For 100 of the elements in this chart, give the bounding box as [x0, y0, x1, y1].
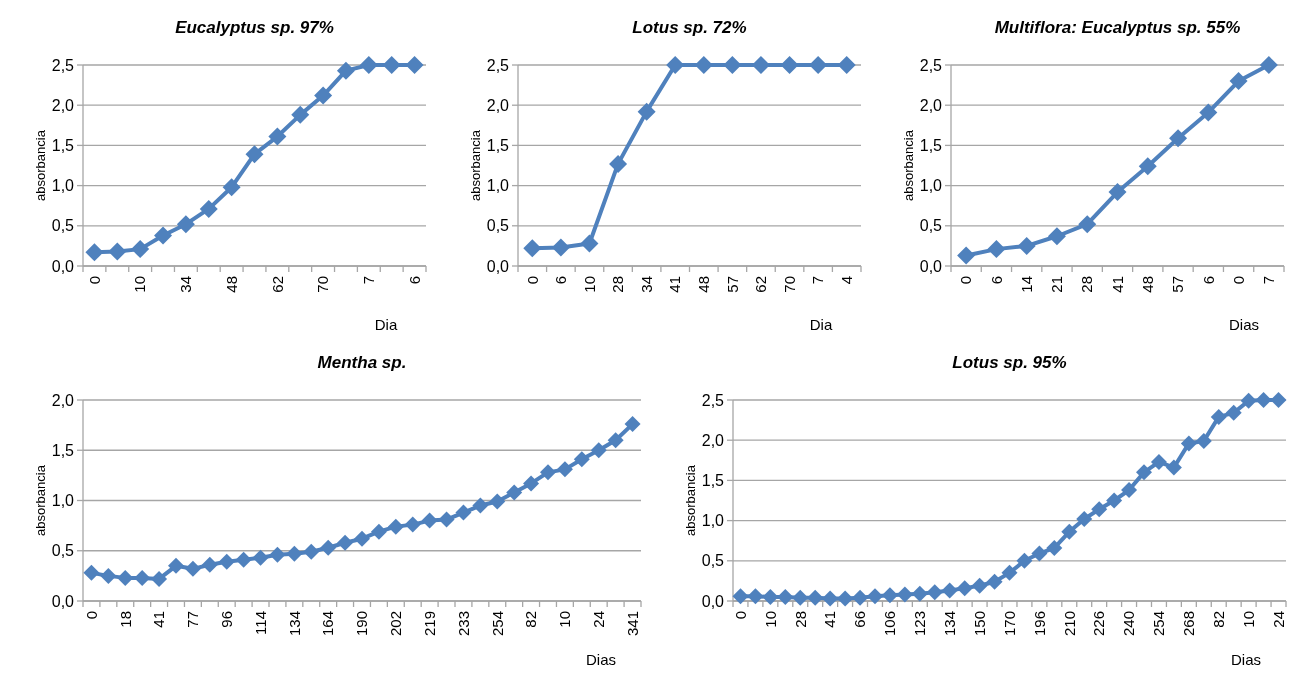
x-tick-label: 28 — [609, 276, 627, 293]
point — [881, 587, 898, 604]
point — [1106, 492, 1123, 509]
point — [957, 246, 976, 265]
x-tick-label: 34 — [637, 276, 655, 293]
y-tick-label: 2,5 — [919, 56, 943, 74]
point — [359, 56, 378, 74]
x-tick-label: 62 — [268, 276, 286, 293]
x-tick-label: 28 — [1078, 276, 1096, 293]
y-tick-label: 2,5 — [486, 56, 510, 74]
y-tick-label: 1,5 — [51, 137, 75, 154]
x-tick-label: 150 — [970, 611, 988, 637]
x-tick-label: 226 — [1090, 611, 1108, 637]
y-axis-title: absorbancia — [33, 464, 48, 536]
point — [1150, 453, 1167, 470]
point — [455, 504, 472, 521]
point — [1091, 501, 1108, 518]
point — [320, 539, 337, 556]
chart-title: Multiflora: Eucalyptus sp. 55% — [994, 18, 1241, 37]
x-tick-label: 48 — [695, 276, 713, 293]
point — [134, 569, 151, 586]
y-tick-label: 0,0 — [51, 257, 75, 275]
point — [590, 442, 607, 459]
point — [1199, 103, 1218, 122]
y-axis-title: absorbancia — [683, 464, 698, 536]
point — [580, 234, 599, 253]
x-tick-label: 219 — [420, 611, 438, 637]
x-tick-label: 41 — [1108, 276, 1126, 293]
x-tick-label: 134 — [285, 611, 303, 637]
point — [370, 523, 387, 540]
x-tick-label: 134 — [940, 611, 958, 637]
x-tick-label: 4 — [837, 276, 855, 285]
y-tick-label: 1,5 — [919, 137, 943, 154]
x-tick-label: 0 — [85, 276, 103, 285]
point — [151, 570, 168, 587]
point — [168, 557, 184, 574]
point — [1195, 433, 1212, 449]
point — [222, 178, 241, 197]
point — [624, 416, 641, 433]
point — [987, 240, 1006, 259]
point — [506, 484, 523, 501]
x-tick-label: 106 — [881, 611, 899, 637]
point — [286, 545, 303, 562]
x-tick-label: 57 — [1169, 276, 1187, 293]
point — [83, 564, 100, 581]
point — [1210, 408, 1227, 425]
x-tick-label: 10 — [580, 276, 598, 293]
x-tick-label: 0 — [957, 276, 975, 285]
point — [405, 56, 424, 74]
point — [1121, 482, 1138, 499]
point — [941, 582, 958, 599]
point — [201, 556, 218, 573]
point — [218, 553, 235, 570]
point — [404, 516, 421, 533]
point — [1017, 236, 1036, 255]
y-axis-title: absorbancia — [33, 129, 48, 201]
x-tick-label: 210 — [1060, 611, 1078, 637]
x-tick-label: 0 — [82, 611, 100, 620]
x-tick-label: 34 — [177, 276, 195, 293]
y-tick-label: 2,0 — [486, 96, 510, 114]
point — [822, 590, 839, 607]
point — [314, 86, 333, 105]
point — [837, 56, 856, 74]
x-tick-label: 0 — [523, 276, 541, 285]
x-tick-label: 10 — [1239, 611, 1257, 628]
point — [1046, 539, 1063, 556]
x-tick-label: 6 — [405, 276, 423, 285]
point — [1165, 459, 1182, 476]
x-tick-label: 7 — [360, 276, 378, 285]
x-tick-label: 114 — [251, 611, 269, 635]
point — [85, 243, 104, 262]
y-tick-label: 1,0 — [51, 492, 75, 510]
x-tick-label: 7 — [809, 276, 827, 285]
x-tick-label: 10 — [761, 611, 779, 628]
point — [489, 493, 506, 510]
x-tick-label: 28 — [791, 611, 809, 628]
point — [609, 154, 628, 173]
x-tick-label: 66 — [851, 611, 869, 628]
x-tick-label: 24 — [589, 611, 607, 628]
x-tick-label: 202 — [387, 611, 405, 637]
point — [732, 588, 749, 605]
point — [1001, 564, 1018, 581]
y-tick-label: 0,5 — [919, 217, 943, 235]
x-tick-label: 41 — [821, 611, 839, 628]
y-tick-label: 0,0 — [919, 257, 943, 275]
point — [154, 226, 173, 245]
y-tick-label: 2,0 — [51, 96, 75, 114]
point — [1078, 215, 1097, 234]
y-tick-label: 0,0 — [486, 257, 510, 275]
y-axis-title: absorbancia — [901, 129, 916, 201]
x-axis-title: Dias — [585, 651, 617, 668]
point — [1076, 510, 1093, 527]
x-tick-label: 70 — [780, 276, 798, 293]
point — [1138, 157, 1157, 176]
point — [777, 588, 794, 605]
y-tick-label: 0,5 — [486, 217, 510, 235]
point — [269, 546, 286, 563]
x-tick-label: 70 — [314, 276, 332, 293]
chart-title: Lotus sp. 95% — [952, 353, 1067, 372]
y-tick-label: 2,0 — [919, 96, 943, 114]
